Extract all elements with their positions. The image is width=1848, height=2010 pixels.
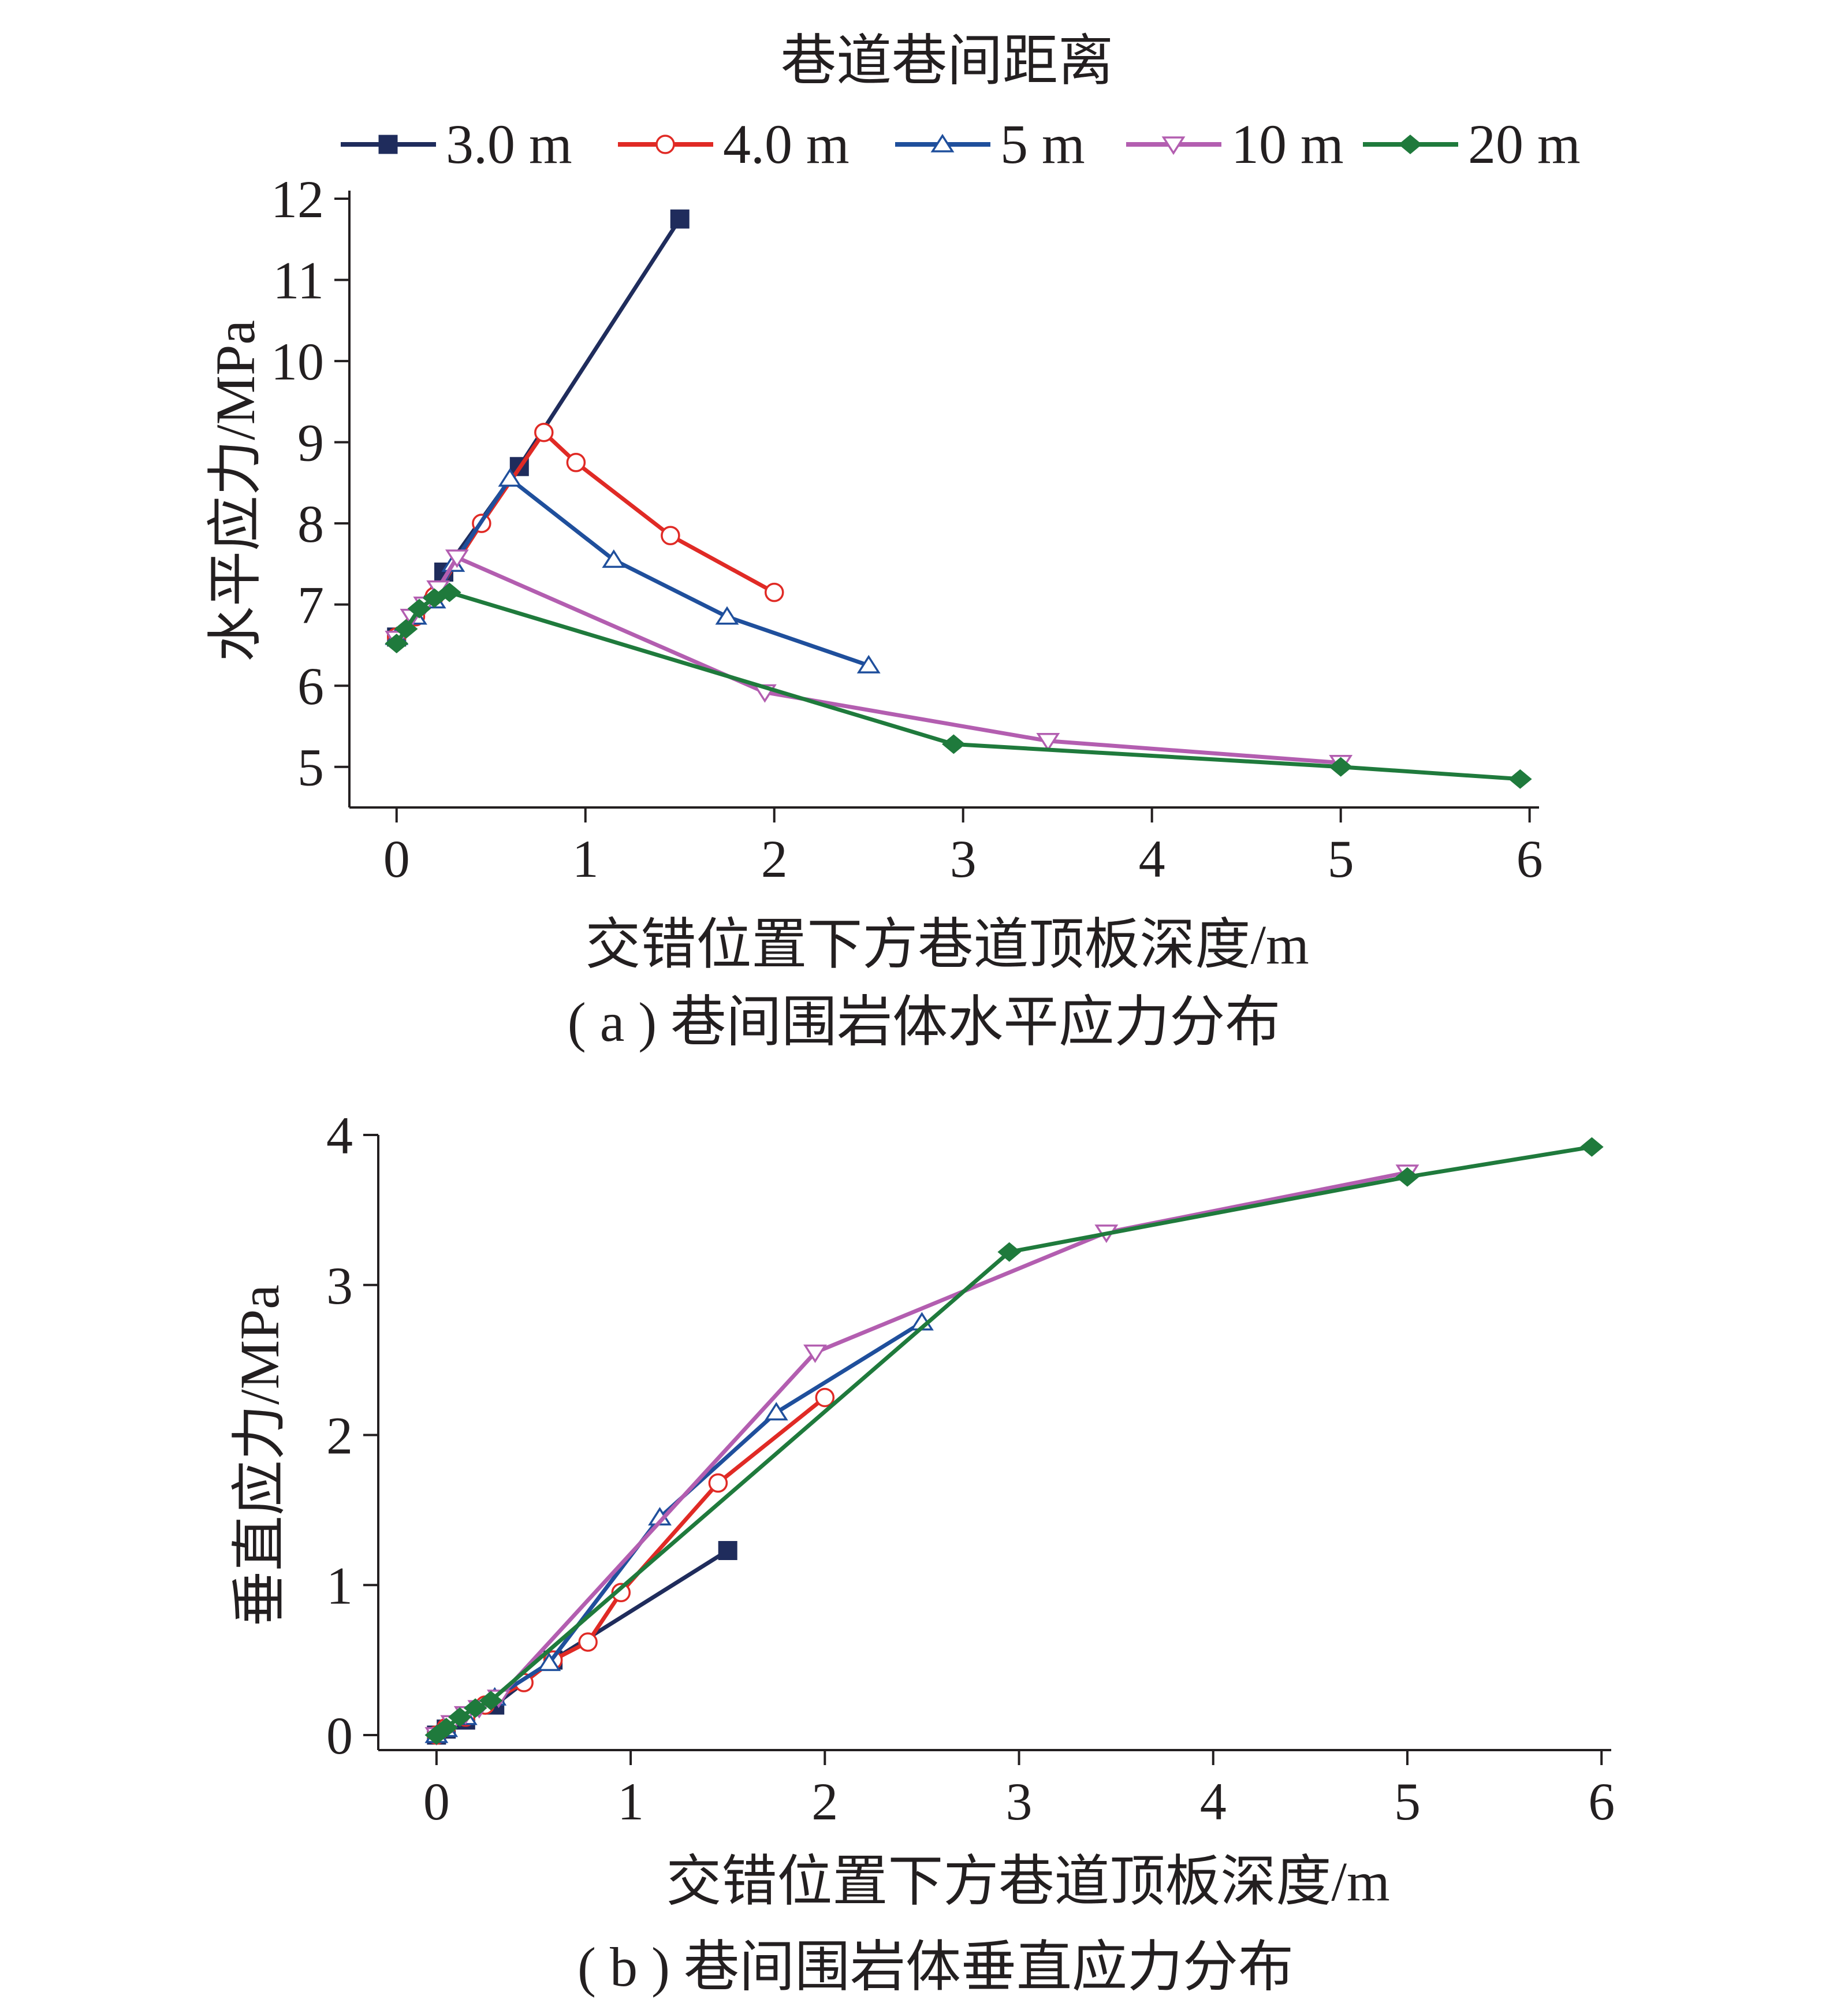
chart-a-data-point [715,606,739,625]
chart-a-data-point [764,582,784,602]
chart-a-y-tick-label: 5 [297,738,324,797]
legend-entry: 4.0 m [618,113,850,175]
legend-marker [930,133,955,152]
chart-a-xlabel: 交错位置下方巷道顶板深度/m [585,914,1309,976]
chart-a-x-tick-label: 4 [1139,829,1165,888]
chart-a-y-tick-label: 7 [297,576,324,635]
chart-a-x-tick-label: 1 [572,829,599,888]
chart-a-data-point [1329,757,1353,777]
chart-b-y-tick-label: 0 [326,1706,353,1765]
chart-b-data-point [764,1402,788,1421]
chart-a-data-point [385,634,409,654]
legend-label: 4.0 m [723,113,850,175]
chart-b-data-point [611,1583,631,1603]
chart-b-x-tick-label: 2 [811,1772,838,1831]
chart-b-x-tick-label: 6 [1588,1772,1615,1831]
legend-entries: 3.0 m 4.0 m 5 m 10 m 20 m [341,113,1581,175]
legend-label: 20 m [1468,113,1581,175]
legend-marker [1398,135,1422,154]
chart-a-ylabel: 水平应力/MPa [204,320,266,662]
chart-a-data-point [1036,733,1060,752]
chart-a-x-tick-label: 3 [950,829,977,888]
chart-a-data-point [534,423,554,442]
chart-a-y-tick-label: 6 [297,657,324,716]
chart-a-data-point [437,582,461,602]
legend-entry: 10 m [1126,113,1344,175]
chart-a-y-tick-label: 9 [297,414,324,472]
chart-a-data-point [407,598,431,619]
chart-b-y-tick-label: 3 [326,1256,353,1315]
chart-a-data-point [394,619,418,639]
chart-b-data-point [803,1344,827,1363]
chart-b-data-point [479,1691,503,1711]
legend-marker [1161,136,1186,155]
chart-b-data-point [718,1541,737,1561]
chart-b-data-point [997,1242,1022,1262]
chart-b-series-line [435,1395,826,1737]
chart-b-x-tick-label: 4 [1200,1772,1227,1831]
chart-b-data-point [815,1387,835,1408]
chart-b-ylabel: 垂直应力/MPa [229,1285,290,1626]
chart-b-caption: ( b ) 巷间围岩体垂直应力分布 [578,1936,1294,1998]
chart-a-series [385,468,881,673]
chart-a-series [385,209,1532,789]
chart-b-y-tick-label: 1 [326,1556,353,1615]
chart-a-x-tick-label: 5 [1328,829,1354,888]
legend-label: 3.0 m [446,113,572,175]
chart-b-x-tick-label: 0 [423,1772,450,1831]
chart-a-data-point [670,209,690,229]
legend-entry: 20 m [1363,113,1581,175]
chart-b-x-tick-label: 3 [1006,1772,1033,1831]
legend-entry: 5 m [895,113,1085,175]
legend-label: 10 m [1231,113,1344,175]
chart-b-data-point [1395,1167,1419,1187]
chart-b-y-tick-label: 2 [326,1406,353,1465]
chart-a-series-line [394,590,1521,781]
chart-a-series [385,582,1532,789]
chart-b-axes: 0 1 2 3 4 5 6 0 1 2 3 4 [326,1106,1615,1831]
chart-a-data-point [566,453,586,472]
chart-b-series [424,1137,1604,1745]
chart-a-caption: ( a ) 巷间围岩体水平应力分布 [568,991,1281,1053]
chart-a-data-point [445,549,469,568]
chart-b-data-point [578,1632,598,1652]
legend: 巷道巷间距离 3.0 m 4.0 m 5 m 10 m 20 m [341,30,1581,175]
chart-b-xlabel: 交错位置下方巷道顶板深度/m [666,1851,1389,1912]
legend-label: 5 m [1000,113,1085,175]
chart-b-data-point [1580,1137,1604,1157]
chart-b-data-point [448,1707,472,1727]
chart-b-series-line [435,1170,1408,1737]
legend-marker [378,135,398,154]
chart-vertical-stress: 0 1 2 3 4 5 6 0 1 2 3 4 交错位置下方巷道顶板深度/m 垂直应力/MPa ( b… [229,1106,1615,1998]
chart-a-data-point [602,549,626,568]
chart-b-series [424,1164,1419,1746]
chart-b-data-point [708,1473,728,1493]
chart-a-data-point [1508,769,1532,789]
chart-a-data-point [661,526,680,545]
chart-a-y-tick-label: 11 [273,251,324,310]
chart-a-x-tick-label: 0 [383,829,410,888]
chart-b-x-tick-label: 1 [617,1772,644,1831]
chart-a-y-tick-label: 12 [271,170,324,229]
chart-b-data-point [537,1652,561,1672]
chart-b-series-line [435,1145,1592,1737]
chart-a-y-tick-label: 10 [271,332,324,391]
chart-a-y-tick-label: 8 [297,494,324,553]
legend-marker [655,135,675,154]
chart-b-data-point [434,1718,459,1737]
legend-entry: 3.0 m [341,113,572,175]
chart-b-x-tick-label: 5 [1394,1772,1421,1831]
chart-a-data-point [856,654,881,673]
chart-a-data-point [498,468,522,487]
legend-title: 巷道巷间距离 [781,30,1113,92]
chart-b-series [424,1137,1604,1746]
chart-b-data-point [463,1698,487,1718]
chart-a-data-point [942,734,966,754]
chart-a-x-tick-label: 2 [761,829,788,888]
chart-b-y-tick-label: 4 [326,1106,353,1165]
chart-a-x-tick-label: 6 [1517,829,1543,888]
